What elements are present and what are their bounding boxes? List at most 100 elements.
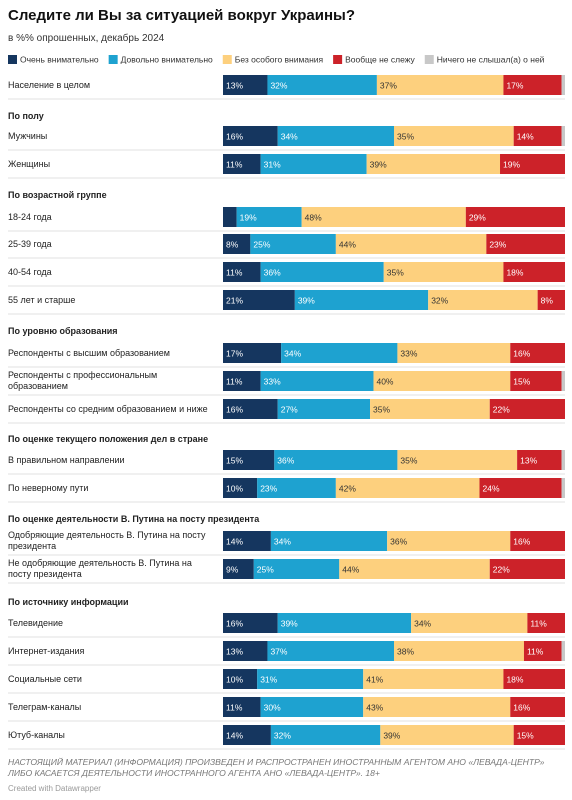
value-label: 48% bbox=[305, 212, 322, 222]
value-label: 39% bbox=[281, 618, 298, 628]
value-label: 21% bbox=[226, 295, 243, 305]
bar-segment bbox=[411, 613, 528, 633]
bar-segment bbox=[486, 234, 565, 254]
bar-segment bbox=[223, 126, 278, 146]
value-label: 14% bbox=[226, 730, 243, 740]
row-label: Социальные сети bbox=[8, 673, 82, 684]
value-label: 37% bbox=[270, 646, 287, 656]
value-label: 32% bbox=[274, 730, 291, 740]
row-label: Одобряющие деятельность В. Путина на пос… bbox=[8, 530, 206, 551]
bar-segment bbox=[394, 641, 524, 661]
value-label: 44% bbox=[342, 564, 359, 574]
row-label: По неверному пути bbox=[8, 482, 89, 493]
value-label: 31% bbox=[264, 159, 281, 169]
value-label: 23% bbox=[489, 239, 506, 249]
bar-segment bbox=[561, 641, 565, 661]
value-label: 42% bbox=[339, 483, 356, 493]
bar-segment bbox=[510, 371, 562, 391]
value-label: 23% bbox=[260, 483, 277, 493]
row-label: Телеграм-каналы bbox=[8, 701, 82, 712]
value-label: 11% bbox=[226, 376, 243, 386]
bar-segment bbox=[394, 126, 514, 146]
row-label: 18-24 года bbox=[8, 211, 52, 222]
value-label: 36% bbox=[277, 455, 294, 465]
value-label: 11% bbox=[226, 267, 243, 277]
legend-label: Ничего не слышал(а) о ней bbox=[437, 54, 545, 64]
value-label: 25% bbox=[257, 564, 274, 574]
value-label: 16% bbox=[513, 536, 530, 546]
bar-segment bbox=[223, 75, 268, 95]
group-title: По источнику информации bbox=[8, 597, 129, 607]
value-label: 32% bbox=[431, 295, 448, 305]
value-label: 29% bbox=[469, 212, 486, 222]
bar-segment bbox=[503, 262, 565, 282]
bar-segment bbox=[294, 290, 429, 310]
row-label: Респонденты со средним образованием и ни… bbox=[8, 403, 208, 414]
bar-segment bbox=[223, 531, 271, 551]
bar-segment bbox=[527, 613, 565, 633]
bar-segment bbox=[270, 531, 388, 551]
value-label: 33% bbox=[400, 348, 417, 358]
bar-segment bbox=[517, 450, 562, 470]
value-label: 43% bbox=[366, 702, 383, 712]
group-title: По уровню образования bbox=[8, 326, 118, 336]
bar-segment bbox=[277, 399, 371, 419]
row-label: В правильном направлении bbox=[8, 454, 125, 465]
value-label: 36% bbox=[264, 267, 281, 277]
bar-segment bbox=[510, 697, 565, 717]
bar-segment bbox=[428, 290, 538, 310]
value-label: 34% bbox=[284, 348, 301, 358]
value-label: 14% bbox=[517, 131, 534, 141]
value-label: 32% bbox=[270, 80, 287, 90]
bar-segment bbox=[465, 207, 565, 227]
bar-segment bbox=[335, 478, 480, 498]
bar-segment bbox=[366, 154, 501, 174]
value-label: 16% bbox=[513, 348, 530, 358]
bar-segment bbox=[223, 725, 271, 745]
bar-segment bbox=[510, 343, 565, 363]
value-label: 22% bbox=[493, 564, 510, 574]
row-label: Респонденты с высшим образованием bbox=[8, 347, 170, 358]
row-label: Мужчины bbox=[8, 130, 48, 141]
bar-segment bbox=[223, 478, 258, 498]
row-label: 55 лет и старше bbox=[8, 294, 76, 305]
bar-segment bbox=[513, 126, 562, 146]
bar-segment bbox=[223, 697, 261, 717]
bar-segment bbox=[223, 154, 261, 174]
value-label: 24% bbox=[483, 483, 500, 493]
value-label: 15% bbox=[517, 730, 534, 740]
chart-subtitle: в %% опрошенных, декабрь 2024 bbox=[8, 33, 165, 44]
value-label: 27% bbox=[281, 404, 298, 414]
value-label: 15% bbox=[513, 376, 530, 386]
bar-segment bbox=[267, 641, 394, 661]
value-label: 16% bbox=[226, 618, 243, 628]
legend-swatch bbox=[8, 55, 17, 64]
bar-segment bbox=[223, 262, 261, 282]
value-label: 11% bbox=[527, 646, 544, 656]
value-label: 11% bbox=[226, 159, 243, 169]
bar-segment bbox=[223, 669, 258, 689]
bar-segment bbox=[335, 234, 487, 254]
notes: НАСТОЯЩИЙ МАТЕРИАЛ (ИНФОРМАЦИЯ) ПРОИЗВЕД… bbox=[8, 757, 545, 778]
value-label: 35% bbox=[400, 455, 417, 465]
bar-segment bbox=[339, 559, 490, 579]
value-label: 25% bbox=[253, 239, 270, 249]
bar-segment bbox=[223, 290, 295, 310]
group-title: По полу bbox=[8, 111, 44, 121]
bar-segment bbox=[503, 669, 565, 689]
value-label: 11% bbox=[226, 702, 243, 712]
row-label: Респонденты с профессиональным образован… bbox=[8, 370, 158, 391]
value-label: 10% bbox=[226, 674, 243, 684]
value-label: 39% bbox=[298, 295, 315, 305]
bar-segment bbox=[260, 371, 374, 391]
value-label: 33% bbox=[264, 376, 281, 386]
legend-label: Очень внимательно bbox=[20, 54, 99, 64]
bar-segment bbox=[561, 126, 565, 146]
bar-segment bbox=[503, 75, 562, 95]
bar-segment bbox=[270, 725, 381, 745]
row-label: Ютуб-каналы bbox=[8, 729, 65, 740]
value-label: 39% bbox=[383, 730, 400, 740]
bar-segment bbox=[223, 234, 251, 254]
bar-segment bbox=[260, 262, 384, 282]
